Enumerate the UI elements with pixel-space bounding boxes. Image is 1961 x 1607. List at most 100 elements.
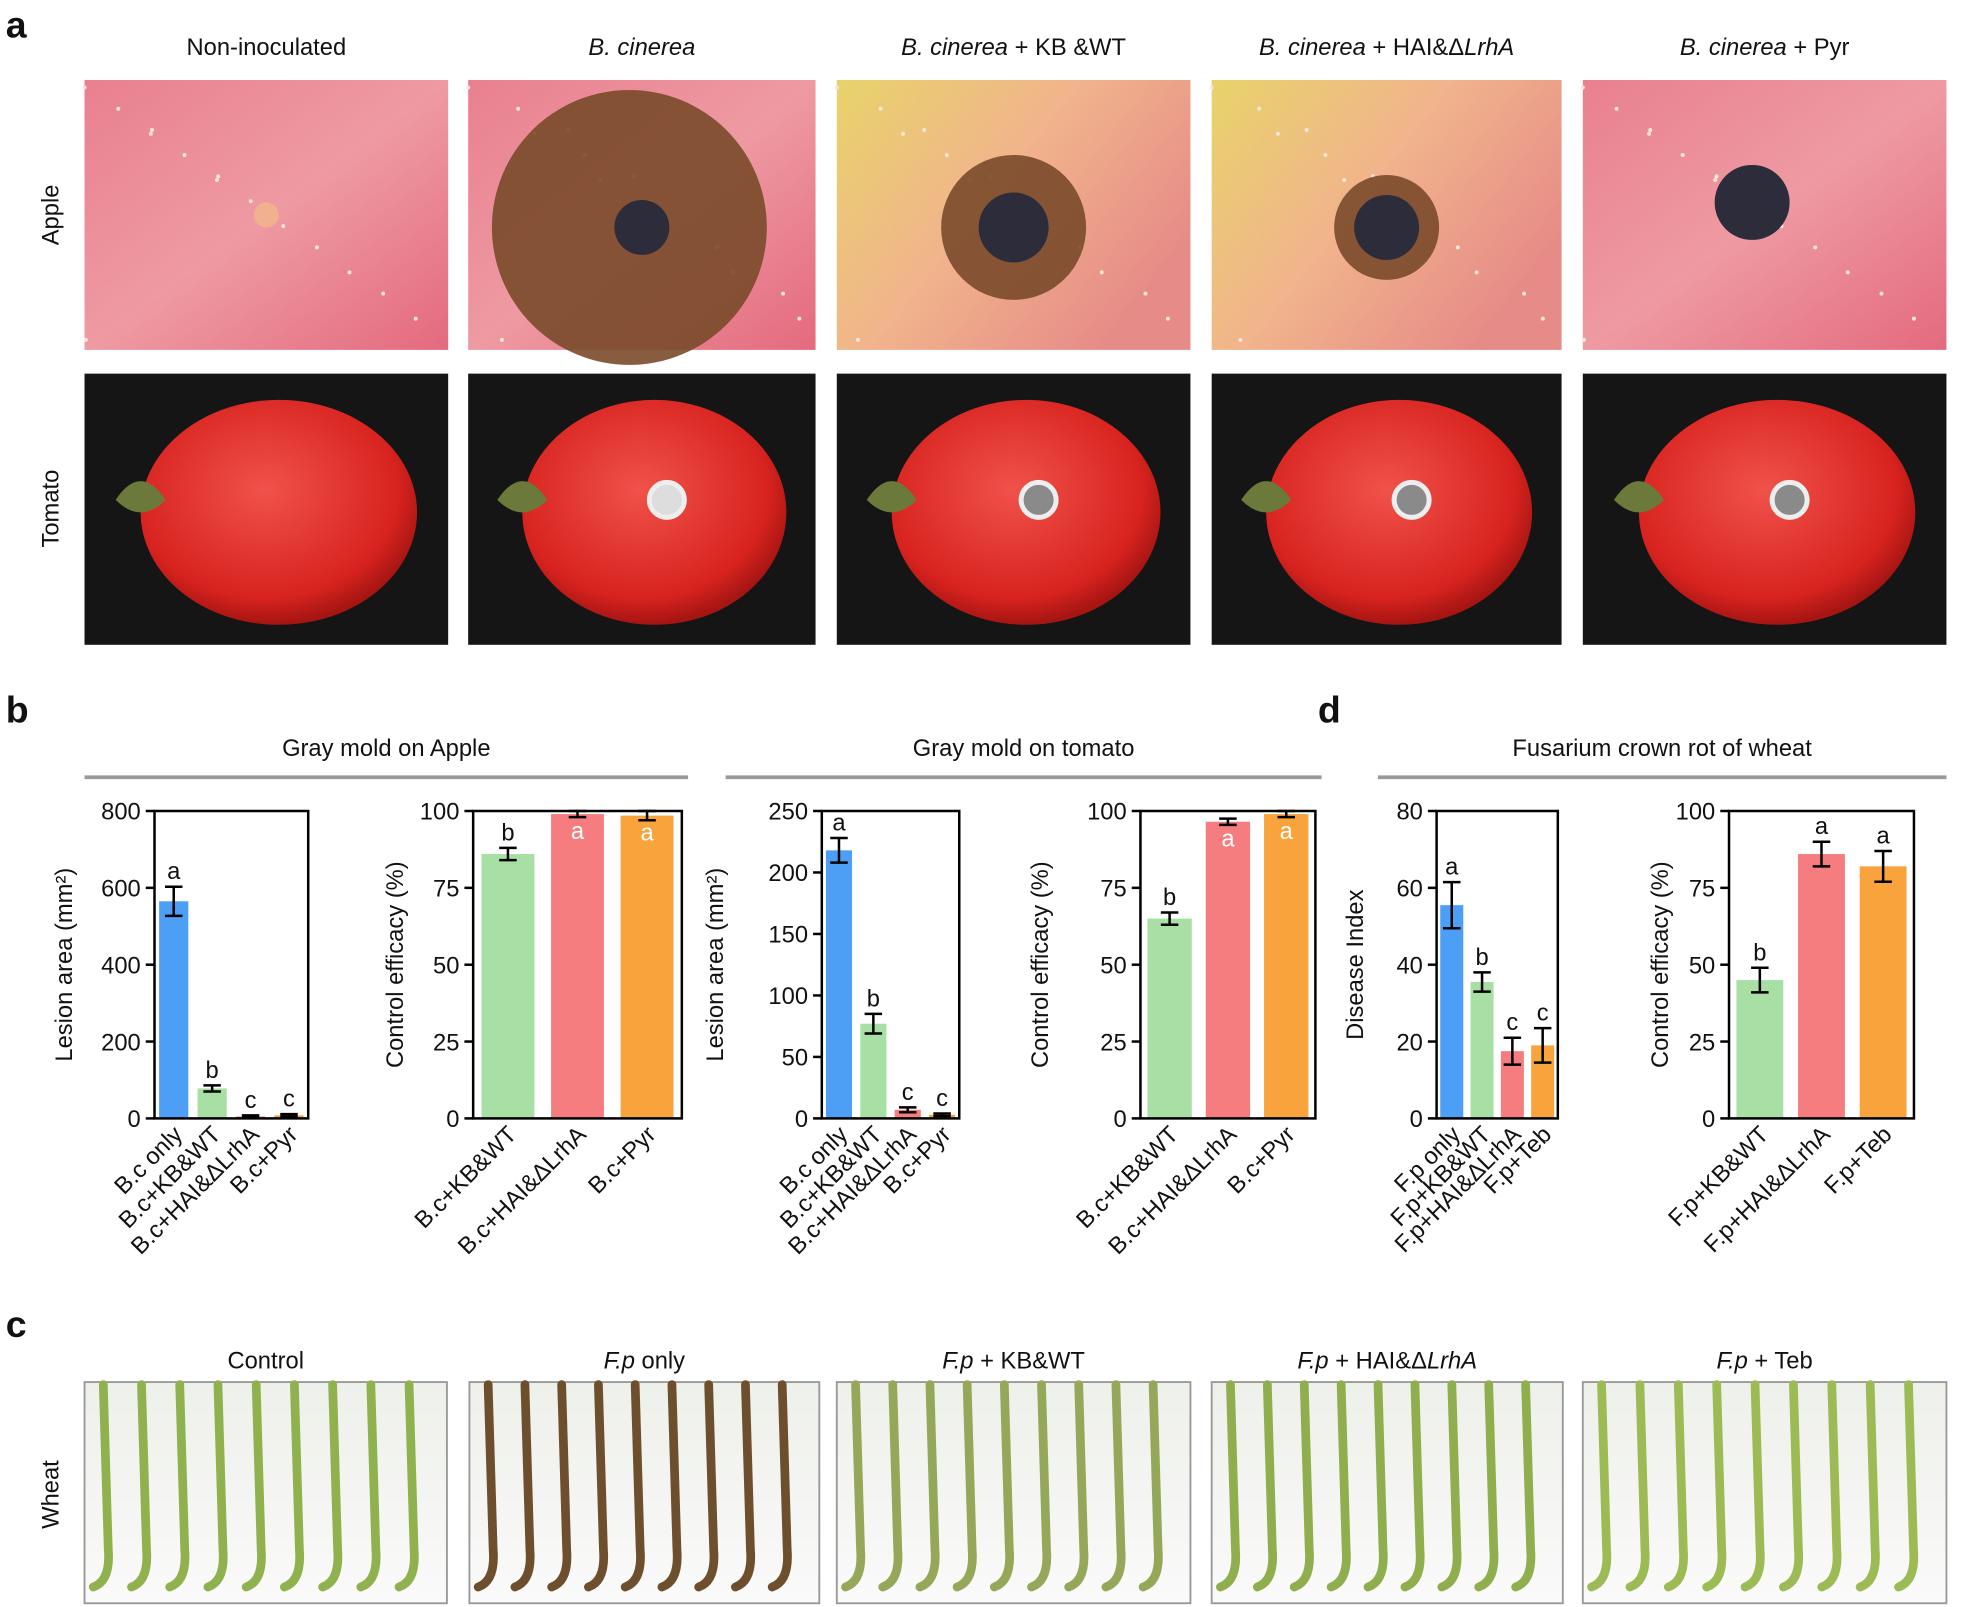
wheat-stem: [394, 1380, 419, 1592]
apple-dot: [834, 85, 839, 90]
apple-dot: [944, 152, 949, 157]
error-bar: [1533, 1026, 1552, 1064]
lesion: [1714, 164, 1790, 240]
panel-letter: c: [6, 1303, 27, 1345]
wheat-stem: [767, 1380, 792, 1592]
significance-letter: c: [245, 1088, 257, 1114]
bar: [197, 1088, 227, 1119]
wheat-stem: [878, 1380, 903, 1592]
column-header: F.p + HAI&ΔLrhA: [1297, 1348, 1477, 1374]
plot-frame: [820, 809, 961, 1120]
wheat-stem: [547, 1380, 572, 1592]
apple-dot: [922, 127, 927, 132]
significance-letter: b: [206, 1058, 219, 1084]
apple-dot: [116, 106, 121, 111]
wheat-stem: [1437, 1380, 1462, 1592]
apple-dot: [781, 291, 786, 296]
apple-dot: [901, 131, 906, 136]
tomato-stem: [115, 481, 166, 513]
y-tick-label: 100: [1087, 800, 1127, 826]
bar: [1736, 980, 1784, 1119]
apple-dot: [281, 224, 286, 229]
apple-dot: [1911, 316, 1916, 321]
y-tick-label: 250: [768, 800, 808, 826]
y-tick-label: 100: [420, 800, 460, 826]
y-axis-label: Lesion area (mm²): [703, 868, 729, 1062]
apple-dot: [214, 177, 219, 182]
y-tick-label: 200: [768, 861, 808, 887]
apple-dot: [1275, 131, 1280, 136]
apple-dot: [148, 131, 153, 136]
header-part: + Pyr: [1787, 35, 1850, 61]
apple-dot: [499, 337, 504, 342]
wheat-stem: [1511, 1380, 1536, 1592]
wheat-stem: [88, 1380, 113, 1592]
apple-dot: [1647, 131, 1652, 136]
plot-frame: [153, 809, 310, 1120]
wheat-stem: [1587, 1380, 1612, 1592]
y-tick-label: 0: [128, 1107, 141, 1133]
error-bar: [933, 1112, 951, 1118]
apple-dot: [381, 291, 386, 296]
tomato-lesion: [1769, 479, 1810, 520]
header-part: Control: [227, 1348, 304, 1374]
plot-frame: [1139, 809, 1317, 1120]
apple-dot: [1540, 316, 1545, 321]
wheat-stem: [694, 1380, 719, 1592]
row-label: Tomato: [38, 470, 64, 548]
wheat-stem: [241, 1380, 266, 1592]
wheat-stem: [1702, 1380, 1727, 1592]
significance-letter: a: [571, 819, 585, 845]
tomato-stem: [1241, 481, 1292, 513]
wheat-stem: [203, 1380, 228, 1592]
y-tick-label: 600: [101, 877, 141, 903]
y-tick-label: 50: [1100, 953, 1126, 979]
error-bar: [203, 1084, 221, 1093]
wheat-stem: [510, 1380, 535, 1592]
bar: [481, 854, 535, 1119]
wheat-stem: [473, 1380, 498, 1592]
significance-letter: b: [867, 986, 880, 1012]
apple-dot: [413, 316, 418, 321]
significance-letter: a: [640, 821, 654, 847]
column-header: Control: [227, 1348, 304, 1374]
error-bar: [1473, 971, 1491, 993]
header-part: F.p: [942, 1348, 973, 1374]
error-bar: [830, 836, 848, 864]
error-bar: [1160, 911, 1179, 926]
apple-dot: [1099, 270, 1104, 275]
lesion: [1354, 194, 1420, 260]
bar: [1264, 814, 1309, 1119]
wheat-stem: [318, 1380, 343, 1592]
column-header: Non-inoculated: [187, 35, 347, 61]
header-part: B. cinerea: [1259, 35, 1366, 61]
header-part: + HAI&Δ: [1366, 35, 1464, 61]
significance-letter: c: [936, 1086, 948, 1112]
y-tick-label: 50: [433, 953, 459, 979]
group-title: Fusarium crown rot of wheat: [1512, 736, 1812, 762]
significance-letter: a: [167, 859, 181, 885]
y-tick-label: 150: [768, 923, 808, 949]
wheat-stem: [1625, 1380, 1650, 1592]
significance-letter: b: [1475, 945, 1488, 971]
y-tick-label: 75: [1689, 877, 1715, 903]
x-tick-label: B.c+HAI&ΔLrhA: [453, 1122, 591, 1260]
significance-letter: b: [501, 820, 514, 846]
bar: [825, 850, 853, 1119]
y-axis-label: Control efficacy (%): [383, 861, 409, 1068]
apple-dot: [1257, 106, 1262, 111]
significance-letter: a: [1445, 855, 1459, 881]
group-title: Gray mold on tomato: [913, 736, 1135, 762]
apple-dot: [1582, 337, 1587, 342]
apple-dot: [150, 127, 155, 132]
y-tick-label: 80: [1396, 800, 1422, 826]
tomato: [140, 399, 418, 625]
bar: [894, 1109, 921, 1119]
bar: [860, 1023, 887, 1119]
error-bar: [898, 1106, 917, 1114]
y-tick-label: 0: [1114, 1107, 1127, 1133]
apple-dot: [1323, 152, 1328, 157]
bar: [1440, 905, 1464, 1119]
apple-dot: [1713, 177, 1718, 182]
tomato-lesion: [646, 479, 687, 520]
